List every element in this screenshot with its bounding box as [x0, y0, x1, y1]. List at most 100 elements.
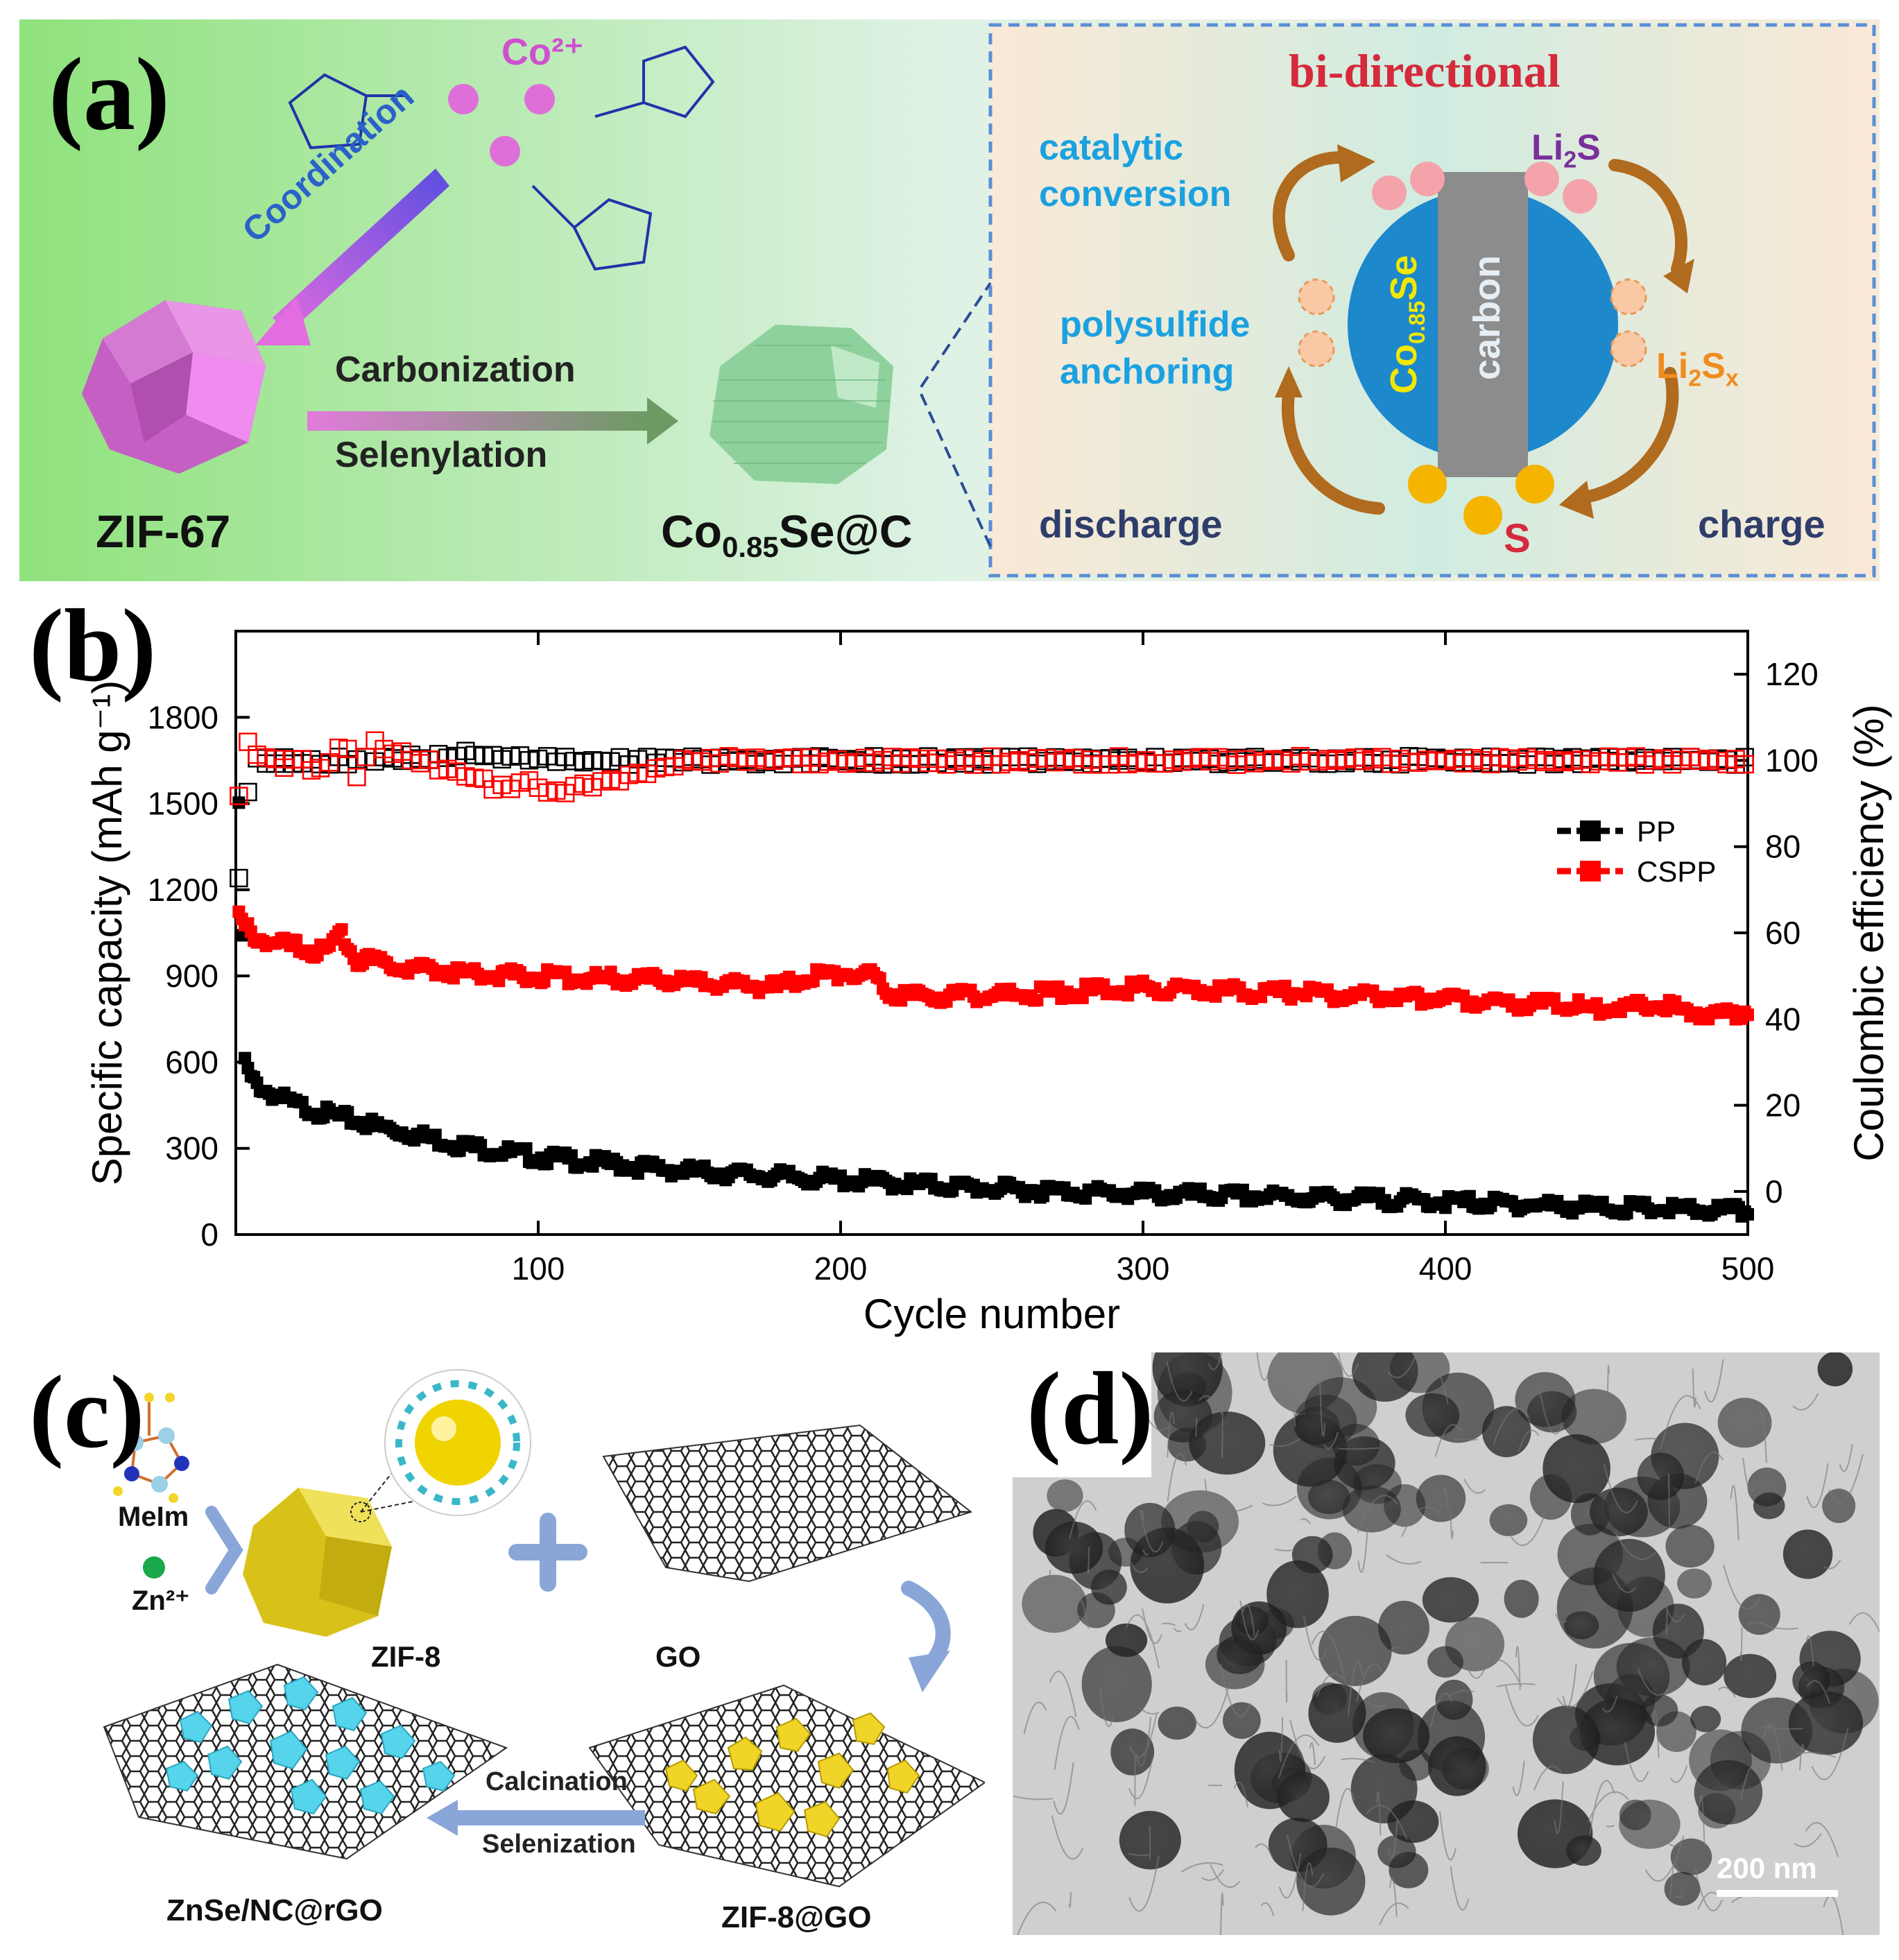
- tem-particle: [1047, 1479, 1083, 1512]
- y-right-axis-label: Coulombic efficiency (%): [1846, 704, 1892, 1161]
- li2sx-sub: 2: [1688, 365, 1701, 391]
- co085se-tail: Se: [1383, 255, 1425, 301]
- tem-particle: [1748, 1468, 1787, 1506]
- plus-icon: [517, 1521, 579, 1583]
- co085se-c-tail: Se@C: [779, 506, 913, 557]
- y-left-tick-label: 300: [165, 1131, 218, 1167]
- tem-particle: [1638, 1453, 1684, 1500]
- li2s-tail: S: [1576, 128, 1601, 168]
- discharge-label: discharge: [1039, 501, 1223, 547]
- chevron-icon: [212, 1512, 236, 1588]
- tem-particle: [1694, 1760, 1763, 1825]
- charge-label: charge: [1698, 501, 1825, 547]
- tem-particle: [1504, 1580, 1539, 1618]
- scale-bar-label: 200 nm: [1717, 1852, 1817, 1885]
- x-tick-label: 300: [1117, 1250, 1170, 1287]
- x-tick-label: 400: [1419, 1250, 1472, 1287]
- bi-directional-label: bi-directional: [1289, 44, 1561, 98]
- panel-a-graphic: [19, 19, 1880, 581]
- tem-particle: [1561, 1389, 1626, 1445]
- tem-particle: [1423, 1577, 1479, 1623]
- capacity-point: [336, 923, 348, 936]
- zif8-go-label: ZIF-8@GO: [721, 1900, 871, 1935]
- tem-particle: [1405, 1393, 1459, 1437]
- go-label: GO: [655, 1640, 701, 1674]
- panel-d: (d) 200 nm: [1013, 1352, 1880, 1935]
- znse-rgo-label: ZnSe/NC@rGO: [166, 1893, 383, 1928]
- tem-particle: [1124, 1503, 1175, 1557]
- selenization-label: Selenization: [482, 1830, 636, 1859]
- tem-particle: [1377, 1835, 1416, 1868]
- y-left-tick-label: 1500: [148, 786, 218, 822]
- tem-particle: [1308, 1684, 1366, 1743]
- polysulfide-label-1: polysulfide: [1060, 304, 1250, 345]
- y-right-tick-label: 80: [1765, 829, 1801, 865]
- tem-particle: [1682, 1639, 1726, 1685]
- li2sx-main: Li: [1656, 346, 1688, 386]
- tem-particle: [1296, 1848, 1365, 1916]
- legend-marker-CSPP: [1580, 861, 1601, 882]
- tem-particle: [1082, 1646, 1152, 1722]
- li2sx-mid: S: [1701, 346, 1726, 386]
- y-left-tick-label: 600: [165, 1044, 218, 1080]
- tem-particle: [1665, 1872, 1701, 1906]
- co085se-vertical-label: Co0.85Se: [1382, 255, 1430, 394]
- co085se-c-sub: 0.85: [722, 531, 779, 563]
- cobalt-ion-label: Co²⁺: [501, 30, 583, 74]
- melm-label: MeIm: [118, 1502, 189, 1533]
- tem-particle: [1189, 1411, 1265, 1475]
- series-CSPP-capacity: [232, 906, 1754, 1026]
- x-tick-label: 500: [1721, 1250, 1775, 1287]
- tem-particle: [1822, 1488, 1855, 1523]
- tem-particle: [1739, 1594, 1780, 1635]
- efficiency-point: [230, 870, 247, 886]
- legend-marker-PP: [1580, 820, 1601, 841]
- capacity-point: [1210, 990, 1222, 1003]
- y-right-tick-label: 100: [1765, 742, 1819, 778]
- zif8-go-sheet: [590, 1685, 985, 1886]
- tem-particle: [1593, 1539, 1665, 1612]
- calcination-arrow: [458, 1810, 645, 1825]
- carbon-label: carbon: [1466, 255, 1509, 380]
- zinc-ion-sphere: [143, 1556, 165, 1579]
- carbonization-arrow: [307, 411, 647, 431]
- y-right-tick-label: 40: [1765, 1001, 1801, 1037]
- carbonization-label: Carbonization: [335, 349, 576, 390]
- li2s-label: Li2S: [1531, 127, 1601, 173]
- tem-particle: [1278, 1772, 1330, 1822]
- tem-particle: [1564, 1611, 1599, 1639]
- tem-particle: [1091, 1570, 1127, 1604]
- legend-label-PP: PP: [1637, 815, 1676, 848]
- tem-particle: [1690, 1706, 1721, 1733]
- capacity-point: [1742, 1208, 1754, 1221]
- tem-particle: [1783, 1529, 1832, 1579]
- tem-particle: [1619, 1800, 1681, 1849]
- zif67-label: ZIF-67: [96, 505, 230, 558]
- tem-particle: [1789, 1692, 1863, 1755]
- li2s-sub: 2: [1563, 146, 1576, 173]
- tem-particle: [1533, 1705, 1599, 1774]
- catalytic-label-2: conversion: [1039, 173, 1231, 215]
- tem-fiber: [1222, 1404, 1223, 1458]
- panel-a: (a) Co²⁺ Coordination Carbonization Sele…: [19, 19, 1880, 581]
- tem-particle: [1158, 1707, 1196, 1740]
- panel-d-letter: (d): [1026, 1349, 1153, 1468]
- panel-c-graphic: [0, 1359, 985, 1957]
- tem-particle: [1442, 1748, 1489, 1789]
- y-right-tick-label: 20: [1765, 1088, 1801, 1124]
- y-left-tick-label: 1800: [148, 699, 218, 735]
- y-right-tick-label: 120: [1765, 656, 1819, 692]
- tem-particle: [1435, 1680, 1472, 1720]
- tem-particle: [1416, 1475, 1466, 1522]
- co085se-sub: 0.85: [1404, 301, 1429, 344]
- tem-fiber: [1150, 1826, 1151, 1859]
- tem-particle: [1818, 1352, 1853, 1386]
- tem-particle: [1677, 1569, 1712, 1599]
- zif8-inset-sphere: [385, 1370, 531, 1515]
- go-sheet: [603, 1425, 971, 1581]
- y-right-tick-label: 0: [1765, 1174, 1783, 1210]
- co085se-main: Co: [1383, 344, 1425, 394]
- scale-bar: [1717, 1890, 1838, 1897]
- tem-particle: [1205, 1640, 1265, 1689]
